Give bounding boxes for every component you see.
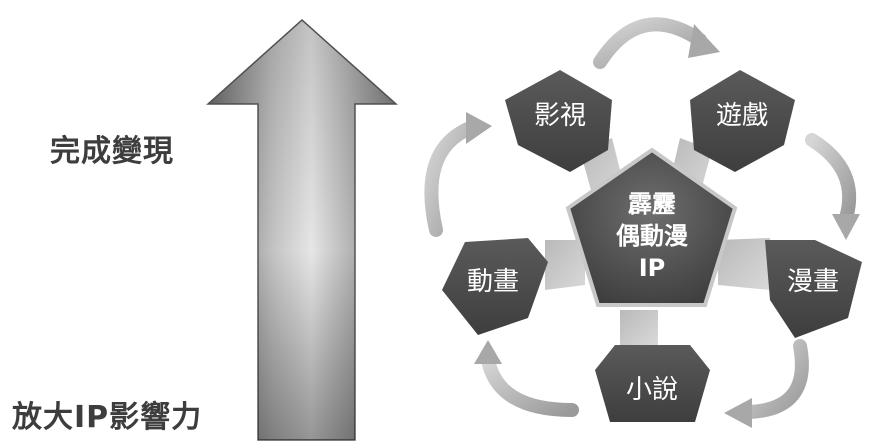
node-film-label: 影視 [534,101,586,131]
monetization-label: 完成變現 [50,134,174,169]
center-line-1: 霹靂 [628,190,676,218]
node-animation: 動畫 [442,238,548,335]
growth-arrow [206,18,398,441]
cycle-arrows [424,17,857,419]
cycle-arrowheads [466,24,860,428]
center-line-3: IP [639,254,666,282]
curve-arrow-left [424,121,477,237]
node-animation-label: 動畫 [467,267,519,297]
curve-arrow-top [593,17,707,69]
node-film: 影視 [505,70,612,172]
center-line-2: 偶動漫 [616,222,688,250]
curve-arrow-bottom-left [481,353,579,417]
amplify-influence-label: 放大IP影響力 [12,400,203,435]
node-game: 遊戲 [690,70,795,172]
node-comic: 漫畫 [765,240,862,338]
curve-arrow-right [805,133,857,225]
node-game-label: 遊戲 [716,101,768,131]
node-comic-label: 漫畫 [787,267,839,297]
center-node: 霹靂 偶動漫 IP [565,147,738,307]
node-novel-label: 小說 [626,375,678,405]
curve-arrow-bottom-right [741,339,809,419]
node-novel: 小說 [595,345,710,422]
